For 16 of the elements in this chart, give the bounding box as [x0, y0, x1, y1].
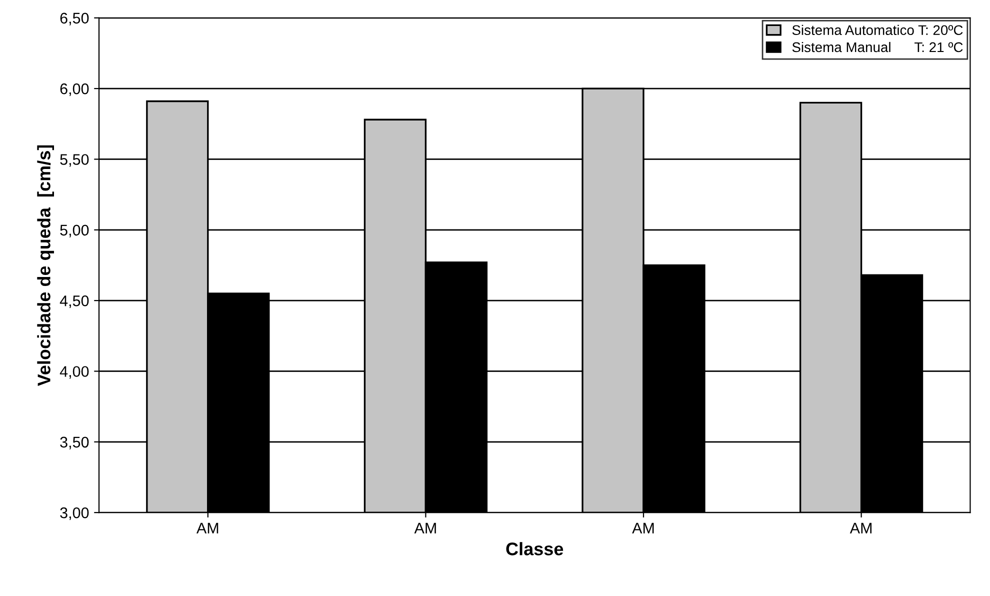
legend-label: Sistema Manual T: 21 ºC	[792, 42, 963, 52]
y-tick-label: 4,00	[60, 366, 89, 379]
y-tick-label: 3,50	[60, 436, 89, 450]
y-tick-label: 3,00	[60, 507, 89, 520]
x-tick-label: AM	[632, 522, 654, 534]
x-tick-label: AM	[196, 522, 218, 534]
y-axis-title: Velocidade de queda [cm/s]	[37, 145, 54, 386]
y-tick-label: 5,50	[60, 154, 89, 167]
x-tick-label: AM	[850, 522, 872, 534]
y-tick-label: 6,50	[60, 12, 89, 26]
x-tick-label: AM	[414, 522, 436, 534]
y-tick-label: 6,00	[60, 83, 89, 96]
x-axis-title: Classe	[506, 542, 564, 556]
legend-label: Sistema Automatico T: 20ºC	[792, 24, 963, 36]
y-tick-label: 5,00	[60, 224, 89, 238]
y-tick-label: 4,50	[60, 295, 89, 308]
